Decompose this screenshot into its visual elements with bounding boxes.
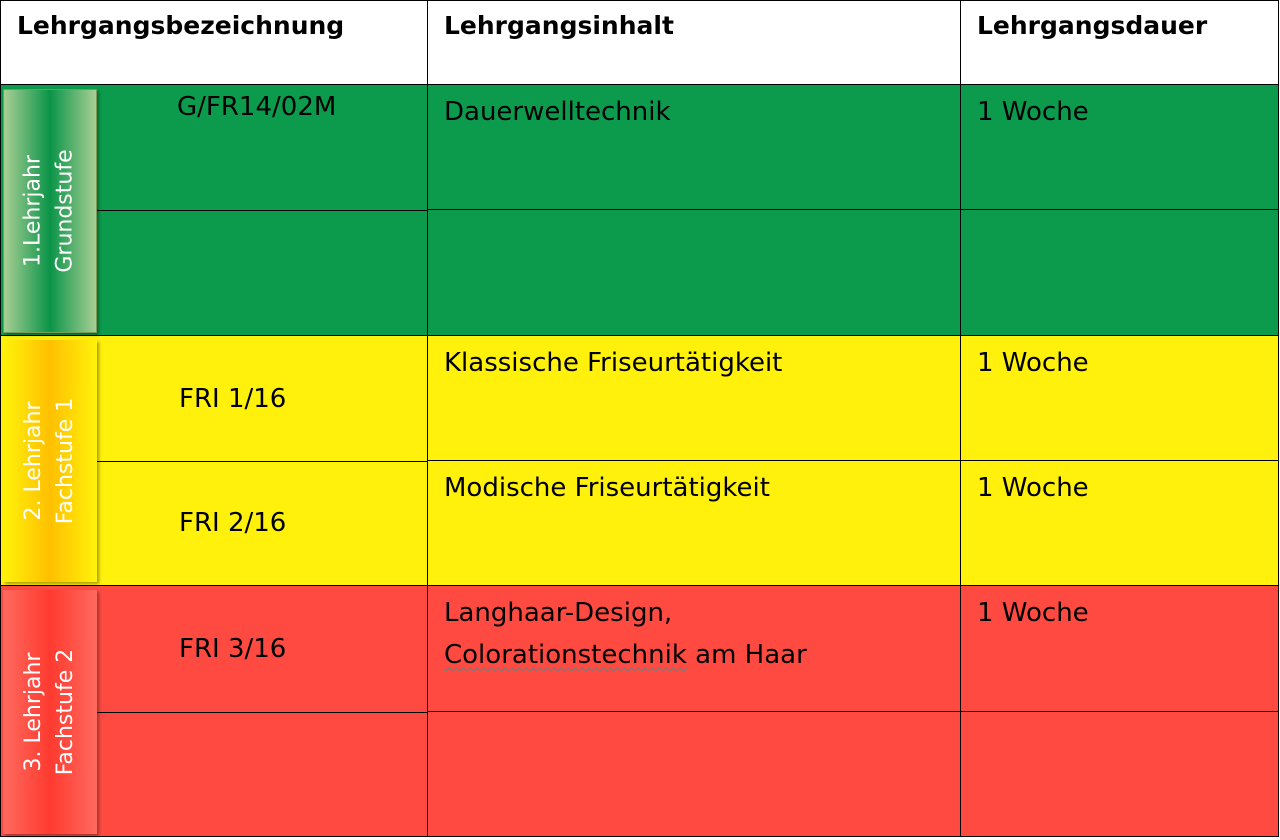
content-cell	[428, 210, 961, 336]
duration-cell: 1 Woche	[961, 85, 1279, 210]
course-code: FRI 3/16	[179, 634, 287, 664]
content-cell: Langhaar-Design, Colorationstechnik am H…	[428, 586, 961, 712]
duration-cell: 1 Woche	[961, 461, 1279, 586]
course-code: G/FR14/02M	[177, 92, 337, 122]
content-cell: Modische Friseurtätigkeit	[428, 461, 961, 586]
content-cell	[428, 712, 961, 837]
spellcheck-word: Colorationstechnik	[444, 640, 687, 670]
content-line: Langhaar-Design,	[444, 598, 673, 628]
header-name: Lehrgangsbezeichnung	[0, 0, 428, 85]
header-duration: Lehrgangsdauer	[961, 0, 1279, 85]
duration-cell: 1 Woche	[961, 336, 1279, 461]
content-text: am Haar	[686, 640, 807, 670]
duration-cell	[961, 712, 1279, 837]
course-code: FRI 1/16	[179, 384, 287, 414]
group-label-1: 1.Lehrjahr Grundstufe	[3, 89, 97, 333]
group-label-3: 3. Lehrjahr Fachstufe 2	[3, 590, 97, 834]
duration-cell: 1 Woche	[961, 586, 1279, 712]
content-line: Colorationstechnik am Haar	[444, 634, 944, 676]
content-cell: Klassische Friseurtätigkeit	[428, 336, 961, 461]
header-content: Lehrgangsinhalt	[428, 0, 961, 85]
duration-cell	[961, 210, 1279, 336]
course-code: FRI 2/16	[179, 508, 287, 538]
group-label-2: 2. Lehrjahr Fachstufe 1	[3, 340, 97, 582]
content-cell: Dauerwelltechnik	[428, 85, 961, 210]
